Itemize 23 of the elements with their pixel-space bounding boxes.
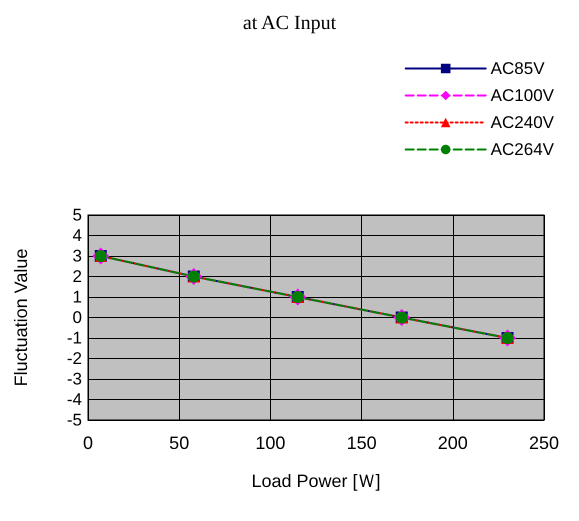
y-tick-label: 3 (72, 246, 82, 266)
x-tick-label: 250 (528, 433, 560, 453)
y-tick-label: -3 (66, 370, 82, 388)
y-tick-label: 2 (72, 267, 82, 286)
y-axis-title: Fluctuation Value (11, 248, 31, 386)
x-tick-label: 50 (169, 433, 190, 453)
y-tick-label: 4 (72, 226, 82, 245)
y-tick-label: -1 (66, 328, 82, 348)
x-tick-label: 200 (438, 433, 468, 453)
y-tick-label: -2 (66, 349, 82, 368)
y-tick-label: -5 (66, 410, 82, 430)
y-tick-label: 1 (72, 288, 82, 306)
legend-label: AC85V (490, 59, 546, 78)
legend-label: AC100V (490, 86, 555, 105)
chart-title: at AC Input (242, 12, 337, 34)
legend-label: AC264V (490, 140, 555, 159)
y-tick-label: 0 (72, 308, 82, 327)
y-tick-label: 5 (72, 206, 82, 224)
x-axis-title: Load Power [Ｗ] (251, 471, 381, 491)
x-tick-label: 150 (346, 433, 377, 453)
x-tick-label: 100 (255, 433, 286, 453)
y-tick-label: -4 (66, 390, 82, 409)
legend-label: AC240V (490, 113, 555, 132)
